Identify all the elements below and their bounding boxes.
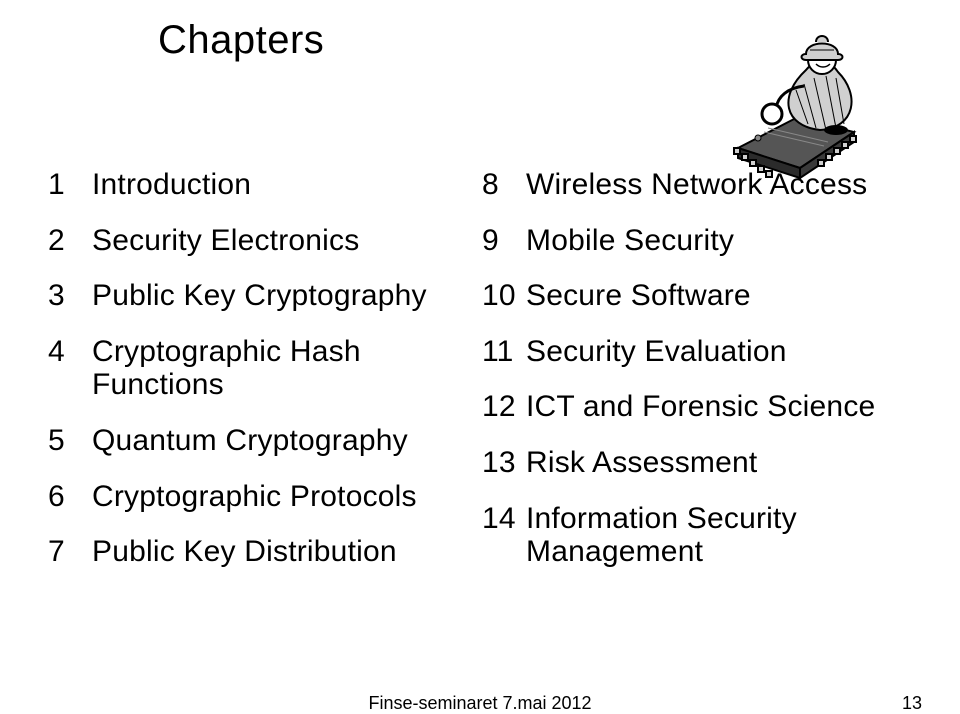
chapter-number: 8 <box>482 168 526 202</box>
chapter-title: Public Key Distribution <box>92 535 474 569</box>
chapter-item: 10 Secure Software <box>482 279 912 313</box>
slide: Chapters <box>0 0 960 701</box>
page-number: 13 <box>902 693 922 714</box>
chapter-title: Mobile Security <box>526 224 912 258</box>
chapter-number: 9 <box>482 224 526 258</box>
chapter-title: Cryptographic Protocols <box>92 480 474 514</box>
chapter-number: 3 <box>48 279 92 313</box>
chapter-number: 5 <box>48 424 92 458</box>
chapter-item: 3 Public Key Cryptography <box>48 279 474 313</box>
chapter-title: Security Electronics <box>92 224 474 258</box>
chapter-item: 6 Cryptographic Protocols <box>48 480 474 514</box>
chapter-title: Public Key Cryptography <box>92 279 474 313</box>
chapter-title: ICT and Forensic Science <box>526 390 912 424</box>
chapter-title: Risk Assessment <box>526 446 912 480</box>
chapter-number: 4 <box>48 335 92 369</box>
chapter-title: Quantum Cryptography <box>92 424 474 458</box>
chapter-number: 6 <box>48 480 92 514</box>
chapter-item: 14 Information Security Management <box>482 502 912 569</box>
chapter-number: 1 <box>48 168 92 202</box>
chapter-title: Cryptographic Hash Functions <box>92 335 474 402</box>
chapter-list-left: 1 Introduction 2 Security Electronics 3 … <box>48 168 480 591</box>
footer-text: Finse-seminaret 7.mai 2012 <box>368 693 591 714</box>
chapter-item: 13 Risk Assessment <box>482 446 912 480</box>
chapter-title: Information Security Management <box>526 502 912 569</box>
chapter-columns: 1 Introduction 2 Security Electronics 3 … <box>48 168 912 591</box>
chapter-title: Wireless Network Access <box>526 168 912 202</box>
chapter-number: 13 <box>482 446 526 480</box>
chapter-title: Security Evaluation <box>526 335 912 369</box>
chapter-number: 12 <box>482 390 526 424</box>
chapter-number: 10 <box>482 279 526 313</box>
chapter-item: 2 Security Electronics <box>48 224 474 258</box>
chapter-item: 12 ICT and Forensic Science <box>482 390 912 424</box>
chapter-list-right: 8 Wireless Network Access 9 Mobile Secur… <box>480 168 912 591</box>
chapter-item: 8 Wireless Network Access <box>482 168 912 202</box>
chapter-item: 9 Mobile Security <box>482 224 912 258</box>
chapter-number: 11 <box>482 335 526 369</box>
chapter-item: 5 Quantum Cryptography <box>48 424 474 458</box>
chapter-title: Secure Software <box>526 279 912 313</box>
chapter-number: 7 <box>48 535 92 569</box>
detective-on-chip-icon <box>728 20 898 184</box>
chapter-item: 11 Security Evaluation <box>482 335 912 369</box>
chapter-item: 1 Introduction <box>48 168 474 202</box>
chapter-number: 14 <box>482 502 526 536</box>
chapter-item: 4 Cryptographic Hash Functions <box>48 335 474 402</box>
chapter-item: 7 Public Key Distribution <box>48 535 474 569</box>
detective-on-chip-illustration <box>728 20 898 184</box>
chapter-number: 2 <box>48 224 92 258</box>
chapter-title: Introduction <box>92 168 474 202</box>
